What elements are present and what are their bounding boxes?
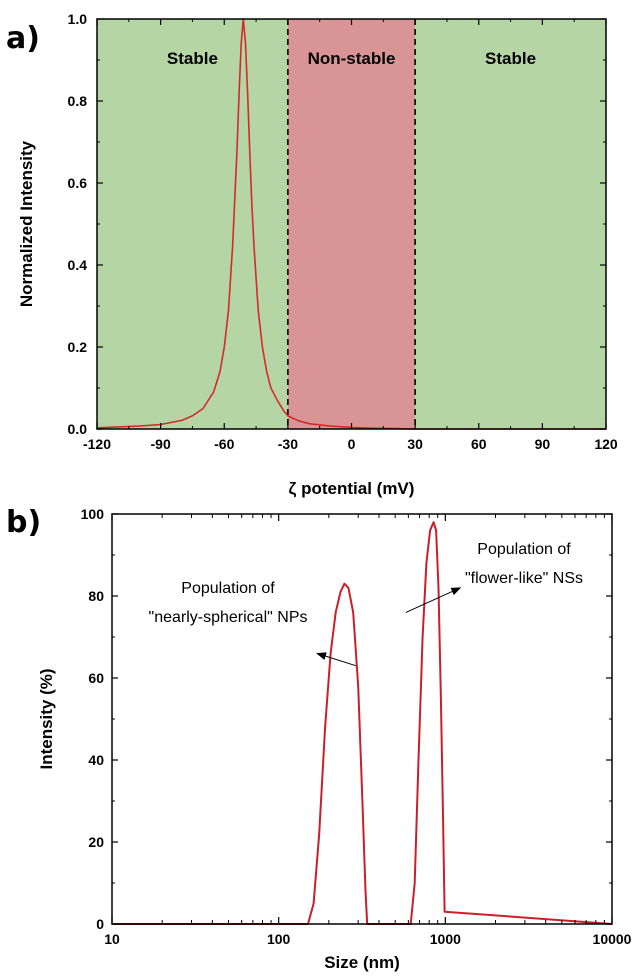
- x-tick-label: 90: [535, 436, 551, 452]
- annotation-text: Population of: [477, 541, 571, 558]
- region-band: [287, 19, 416, 429]
- annotation-arrow: [316, 652, 356, 667]
- x-tick-label: 1000: [430, 931, 461, 947]
- region-band: [415, 19, 606, 429]
- y-tick-label: 20: [88, 834, 104, 850]
- x-tick-label: 0: [348, 436, 356, 452]
- panel-b-label: b): [6, 505, 41, 540]
- x-tick-label: 100: [267, 931, 291, 947]
- size-curve: [112, 521, 613, 925]
- axis-ticks: 10 100 1000 10000 0 20 40 60 80 100: [81, 506, 632, 947]
- y-axis-title: Normalized Intensity: [17, 140, 36, 307]
- annotation-text: "flower-like" NSs: [465, 570, 583, 587]
- axis-ticks: -120 -90 -60 -30 0 30 60 90 120 0.0 0.2 0.4 0.6 0.8 1.…: [68, 11, 618, 452]
- region-band: [97, 19, 288, 429]
- x-tick-label: 120: [594, 436, 618, 452]
- region-label: Non-stable: [308, 49, 396, 68]
- y-tick-label: 100: [81, 506, 105, 522]
- annotation-text: "nearly-spherical" NPs: [149, 609, 308, 626]
- size-distribution-chart: 10 100 1000 10000 0 20 40 60 80 100 Population of…: [37, 506, 632, 972]
- zeta-potential-chart: Stable Non-stable Stable -120 -90 -60 -30 0 30 6…: [17, 11, 618, 498]
- x-tick-label: -60: [214, 436, 234, 452]
- y-axis-title: Intensity (%): [37, 668, 56, 769]
- y-tick-label: 40: [88, 752, 104, 768]
- stability-regions: Stable Non-stable Stable: [97, 19, 606, 429]
- y-tick-label: 60: [88, 670, 104, 686]
- x-tick-label: -30: [278, 436, 298, 452]
- y-tick-label: 80: [88, 588, 104, 604]
- y-tick-label: 0.4: [68, 257, 88, 273]
- x-tick-label: 60: [471, 436, 487, 452]
- x-tick-label: 30: [407, 436, 423, 452]
- x-axis-title: Size (nm): [324, 953, 400, 972]
- y-tick-label: 0: [96, 916, 104, 932]
- region-label: Stable: [485, 49, 536, 68]
- size-series: [112, 521, 613, 925]
- y-tick-label: 0.8: [68, 93, 88, 109]
- panel-a-label: a): [6, 21, 40, 56]
- y-tick-label: 0.2: [68, 339, 88, 355]
- x-tick-label: -120: [83, 436, 111, 452]
- zeta-curve: [96, 18, 606, 430]
- annotation-text: Population of: [181, 580, 275, 597]
- annotations: Population of "nearly-spherical" NPs Popul…: [149, 541, 583, 667]
- y-tick-label: 0.6: [68, 175, 88, 191]
- y-tick-label: 1.0: [68, 11, 88, 27]
- zeta-series: [96, 18, 606, 430]
- x-axis-title: ζ potential (mV): [289, 479, 415, 498]
- x-tick-label: 10000: [593, 931, 632, 947]
- y-tick-label: 0.0: [68, 421, 88, 437]
- x-tick-label: -90: [151, 436, 171, 452]
- region-label: Stable: [167, 49, 218, 68]
- x-tick-label: 10: [104, 931, 120, 947]
- annotation-arrow: [405, 587, 462, 613]
